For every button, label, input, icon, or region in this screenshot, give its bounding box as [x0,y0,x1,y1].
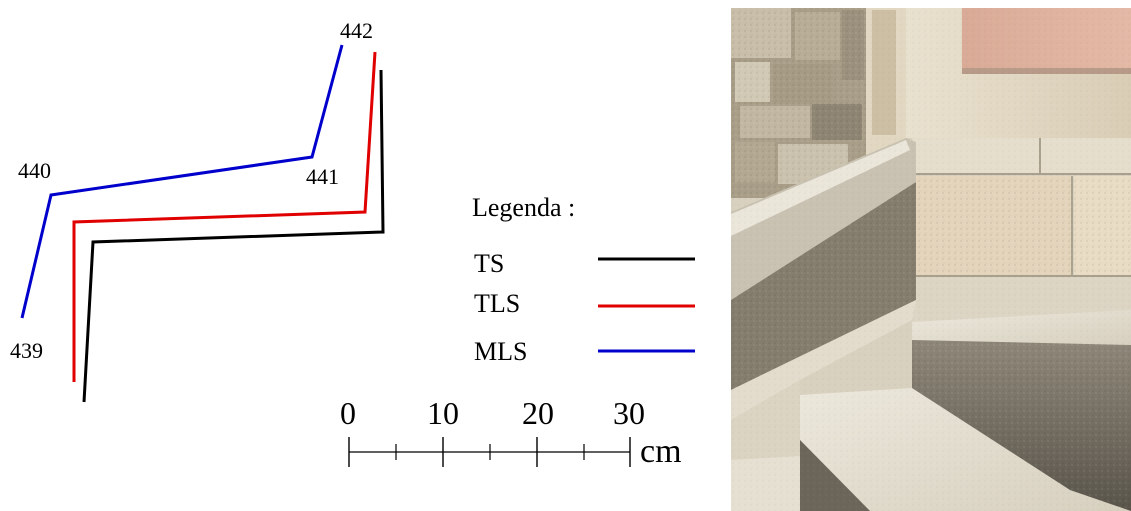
profile-diagram: 442 440 441 439 [10,18,385,403]
point-label-441: 441 [306,164,339,189]
stone-stairs-photo [731,8,1131,511]
scale-unit: cm [640,433,682,470]
profile-line-mls [20,44,344,319]
profile-line-tls [72,51,377,382]
point-label-442: 442 [340,18,373,43]
profile-line-ts [82,69,385,403]
scale-label-0: 0 [340,395,356,431]
scale-label-10: 10 [427,395,459,431]
legend-label-tls: TLS [474,289,520,318]
point-label-439: 439 [10,338,43,363]
legend-label-ts: TS [474,249,504,278]
scale-bar: 0 10 20 30 cm [340,395,682,470]
point-label-440: 440 [18,158,51,183]
scale-label-30: 30 [613,395,645,431]
legend-label-mls: MLS [474,337,527,366]
scale-label-20: 20 [522,395,554,431]
legend-title: Legenda : [472,193,575,222]
legend: Legenda : TS TLS MLS [472,193,695,366]
